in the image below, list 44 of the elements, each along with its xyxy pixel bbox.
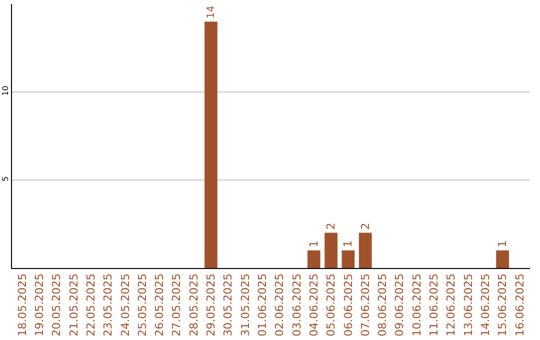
x-tick-label: 09.06.2025 xyxy=(393,273,406,336)
x-tick-label: 15.06.2025 xyxy=(496,273,510,336)
x-tick-label: 16.06.2025 xyxy=(513,273,526,336)
data-label: 1 xyxy=(342,240,355,248)
x-tick-label: 04.06.2025 xyxy=(307,273,320,336)
x-tick-label: 22.05.2025 xyxy=(84,273,98,336)
bar xyxy=(307,250,320,268)
x-tick-label: 03.06.2025 xyxy=(290,273,304,336)
bar xyxy=(342,250,355,268)
x-tick-label: 14.06.2025 xyxy=(478,273,492,336)
x-tick-label: 06.06.2025 xyxy=(342,273,355,336)
x-tick-label: 28.05.2025 xyxy=(187,273,200,336)
x-tick-label: 11.06.2025 xyxy=(428,273,441,336)
x-tick-label: 26.05.2025 xyxy=(153,273,166,336)
x-tick-label: 27.05.2025 xyxy=(170,273,184,336)
x-tick-label: 18.05.2025 xyxy=(16,273,29,336)
x-tick-label: 01.06.2025 xyxy=(256,273,269,336)
x-tick-label: 23.05.2025 xyxy=(102,273,115,336)
x-tick-label: 20.05.2025 xyxy=(50,273,64,336)
y-tick-label: 10 xyxy=(0,86,10,96)
x-tick-label: 31.05.2025 xyxy=(238,273,252,336)
data-label: 2 xyxy=(358,222,372,230)
data-label: 1 xyxy=(307,240,320,248)
x-tick-label: 30.05.2025 xyxy=(222,273,235,336)
x-tick-label: 29.05.2025 xyxy=(204,273,218,336)
bar xyxy=(204,22,218,268)
bar xyxy=(358,232,372,268)
x-tick-label: 02.06.2025 xyxy=(273,273,286,336)
data-label: 1 xyxy=(496,240,510,248)
y-tick-label: 5 xyxy=(0,176,10,182)
bar xyxy=(496,250,509,268)
x-tick-label: 10.06.2025 xyxy=(410,273,424,336)
x-tick-label: 21.05.2025 xyxy=(67,273,80,336)
x-tick-label: 05.06.2025 xyxy=(324,273,338,336)
x-tick-label: 13.06.2025 xyxy=(462,273,475,336)
bar xyxy=(324,232,338,268)
x-tick-label: 24.05.2025 xyxy=(118,273,132,336)
data-label: 2 xyxy=(324,222,338,230)
x-tick-label: 25.05.2025 xyxy=(136,273,149,336)
x-tick-label: 07.06.2025 xyxy=(358,273,372,336)
data-label: 14 xyxy=(206,6,218,19)
x-tick-label: 12.06.2025 xyxy=(444,273,458,336)
x-tick-label: 19.05.2025 xyxy=(33,273,46,336)
x-tick-label: 08.06.2025 xyxy=(376,273,390,336)
